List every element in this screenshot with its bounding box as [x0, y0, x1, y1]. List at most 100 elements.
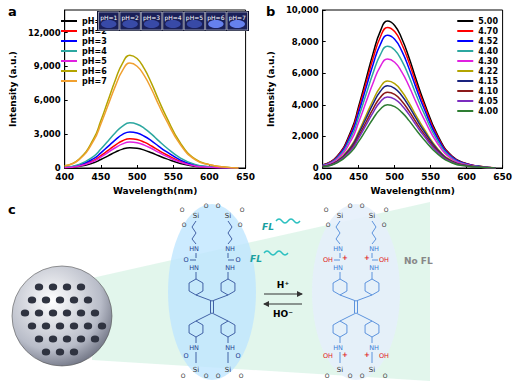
svg-text:+: + — [364, 254, 370, 262]
svg-text:HN: HN — [189, 245, 199, 253]
svg-text:Si: Si — [369, 366, 375, 374]
svg-text:Wavelength(nm): Wavelength(nm) — [113, 186, 197, 196]
svg-text:a: a — [8, 4, 17, 19]
svg-text:pH=5: pH=5 — [186, 14, 203, 22]
svg-text:Wavelength(nm): Wavelength(nm) — [370, 186, 454, 196]
svg-text:pH=5: pH=5 — [82, 57, 107, 66]
svg-text:O: O — [239, 372, 244, 379]
svg-text:H⁺: H⁺ — [277, 280, 290, 290]
svg-text:pH=3: pH=3 — [143, 14, 160, 22]
svg-text:550: 550 — [164, 172, 183, 182]
svg-text:10,000: 10,000 — [286, 5, 319, 15]
svg-text:pH=7: pH=7 — [229, 14, 246, 22]
svg-text:O: O — [238, 221, 243, 228]
svg-text:Intensity (a.u.): Intensity (a.u.) — [266, 51, 276, 127]
svg-text:4.52: 4.52 — [478, 37, 498, 46]
svg-text:O: O — [204, 202, 209, 209]
svg-text:c: c — [8, 202, 16, 217]
svg-text:pH=6: pH=6 — [82, 67, 107, 76]
svg-text:500: 500 — [128, 172, 147, 182]
svg-text:O: O — [382, 221, 387, 228]
svg-text:O: O — [183, 256, 188, 264]
svg-text:O: O — [348, 202, 353, 209]
svg-text:pH=3: pH=3 — [82, 37, 107, 46]
svg-text:pH=4: pH=4 — [164, 14, 181, 22]
svg-text:4.15: 4.15 — [478, 77, 498, 86]
svg-text:OH: OH — [379, 256, 389, 264]
svg-text:650: 650 — [236, 172, 255, 182]
svg-text:4.30: 4.30 — [478, 57, 498, 66]
svg-text:pH=1: pH=1 — [100, 14, 117, 22]
svg-text:4.00: 4.00 — [478, 107, 498, 116]
svg-text:NH: NH — [225, 344, 235, 352]
svg-text:400: 400 — [55, 172, 74, 182]
svg-text:O: O — [240, 206, 245, 213]
svg-text:O: O — [180, 206, 185, 213]
svg-text:Si: Si — [337, 212, 343, 220]
svg-text:+: + — [342, 254, 348, 262]
svg-text:HN: HN — [333, 245, 343, 253]
svg-text:O: O — [360, 202, 365, 209]
svg-text:O: O — [181, 372, 186, 379]
svg-text:O: O — [325, 372, 330, 379]
svg-text:450: 450 — [349, 172, 368, 182]
svg-text:6,000: 6,000 — [292, 68, 319, 78]
svg-text:9,000: 9,000 — [34, 61, 61, 71]
svg-text:400: 400 — [313, 172, 332, 182]
svg-text:4.22: 4.22 — [478, 67, 498, 76]
svg-text:3,000: 3,000 — [34, 129, 61, 139]
svg-text:NH: NH — [369, 245, 379, 253]
svg-text:4.05: 4.05 — [478, 97, 498, 106]
svg-text:4,000: 4,000 — [292, 100, 319, 110]
svg-text:Intensity (a.u.): Intensity (a.u.) — [8, 51, 18, 127]
svg-text:5.00: 5.00 — [478, 17, 498, 26]
svg-text:O: O — [383, 372, 388, 379]
svg-text:OH: OH — [323, 256, 333, 264]
svg-text:NH: NH — [225, 264, 235, 272]
svg-text:OH: OH — [323, 352, 333, 360]
svg-text:FL: FL — [262, 222, 274, 232]
svg-text:O: O — [216, 202, 221, 209]
svg-text:b: b — [266, 4, 275, 19]
svg-text:O: O — [216, 372, 221, 379]
svg-text:650: 650 — [493, 172, 512, 182]
svg-text:pH=4: pH=4 — [82, 47, 107, 56]
svg-text:4.10: 4.10 — [478, 87, 498, 96]
svg-text:Si: Si — [225, 366, 231, 374]
svg-text:O: O — [326, 221, 331, 228]
svg-text:Si: Si — [193, 366, 199, 374]
svg-text:6,000: 6,000 — [34, 95, 61, 105]
svg-text:HN: HN — [189, 344, 199, 352]
svg-text:4.70: 4.70 — [478, 27, 498, 36]
svg-text:HO⁻: HO⁻ — [273, 309, 293, 319]
svg-text:NH: NH — [369, 344, 379, 352]
svg-text:O: O — [348, 372, 353, 379]
svg-text:O: O — [182, 221, 187, 228]
svg-text:+: + — [342, 351, 348, 359]
svg-text:pH=6: pH=6 — [207, 14, 224, 22]
svg-text:pH=2: pH=2 — [122, 14, 139, 22]
svg-text:+: + — [364, 351, 370, 359]
svg-text:O: O — [235, 352, 240, 360]
svg-text:FL: FL — [250, 254, 262, 264]
svg-text:O: O — [324, 206, 329, 213]
svg-text:2,000: 2,000 — [292, 131, 319, 141]
svg-text:8,000: 8,000 — [292, 37, 319, 47]
svg-text:Si: Si — [193, 212, 199, 220]
svg-text:Si: Si — [337, 366, 343, 374]
svg-text:4.40: 4.40 — [478, 47, 498, 56]
svg-text:HN: HN — [189, 264, 199, 272]
svg-text:Si: Si — [225, 212, 231, 220]
svg-text:No FL: No FL — [404, 256, 433, 266]
svg-text:O: O — [204, 372, 209, 379]
svg-text:O: O — [183, 352, 188, 360]
svg-text:500: 500 — [385, 172, 404, 182]
svg-text:O: O — [384, 206, 389, 213]
svg-text:450: 450 — [91, 172, 110, 182]
svg-text:HN: HN — [333, 264, 343, 272]
svg-text:550: 550 — [421, 172, 440, 182]
svg-text:pH=7: pH=7 — [82, 77, 107, 86]
svg-text:600: 600 — [200, 172, 219, 182]
svg-text:600: 600 — [457, 172, 476, 182]
svg-text:NH: NH — [369, 264, 379, 272]
